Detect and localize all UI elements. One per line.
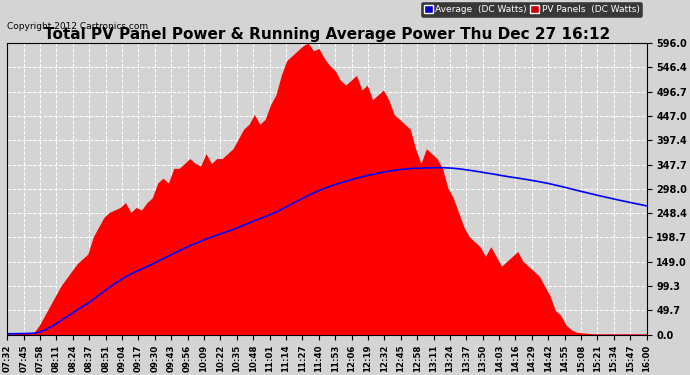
Legend: Average  (DC Watts), PV Panels  (DC Watts): Average (DC Watts), PV Panels (DC Watts) [421,2,642,17]
Title: Total PV Panel Power & Running Average Power Thu Dec 27 16:12: Total PV Panel Power & Running Average P… [44,27,610,42]
Text: Copyright 2012 Cartronics.com: Copyright 2012 Cartronics.com [8,22,148,32]
